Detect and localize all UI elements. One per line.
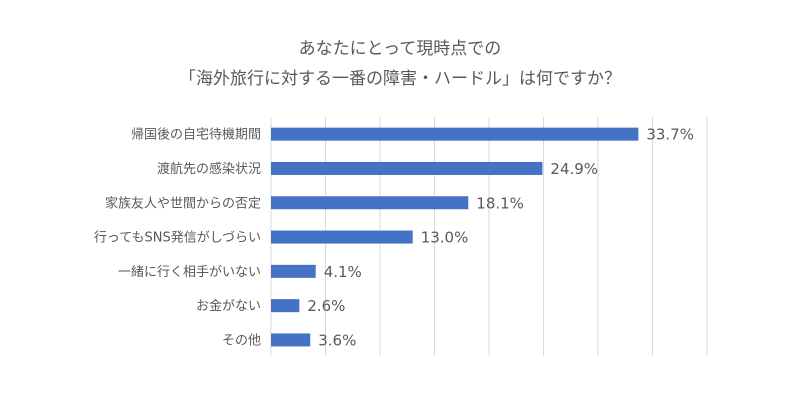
value-label: 2.6% [307,297,345,315]
bar-5 [271,264,316,278]
category-label: 渡航先の感染状況 [157,161,261,177]
value-label: 18.1% [476,194,524,212]
value-label: 24.9% [550,160,598,178]
gridlines [270,117,708,356]
chart-title-line-1: あなたにとって現時点での [298,39,502,59]
value-labels: 33.7% 24.9% 18.1% 13.0% 4.1% 2.6% 3.6% [307,126,694,350]
category-label: お金がない [196,298,261,314]
category-label: 帰国後の自宅待機期間 [131,127,261,143]
bar-6 [271,299,300,313]
value-label: 13.0% [421,229,469,247]
category-label: 行ってもSNS発信がしづらい [94,231,261,246]
bar-3 [271,196,469,210]
bar-2 [271,161,543,175]
bars [271,127,639,347]
value-label: 33.7% [646,126,694,144]
category-labels: 帰国後の自宅待機期間渡航先の感染状況家族友人や世間からの否定行ってもSNS発信が… [94,127,261,349]
category-label: 家族友人や世間からの否定 [105,195,261,211]
category-label: その他 [222,333,261,348]
bar-7 [271,333,311,347]
value-label: 3.6% [318,331,356,349]
bar-4 [271,230,413,244]
category-label: 一緒に行く相手がいない [118,265,261,280]
bar-1 [271,127,639,141]
chart-title-line-2: 「海外旅行に対する一番の障害・ハードル」は何ですか？ [179,69,621,89]
value-label: 4.1% [324,263,362,281]
